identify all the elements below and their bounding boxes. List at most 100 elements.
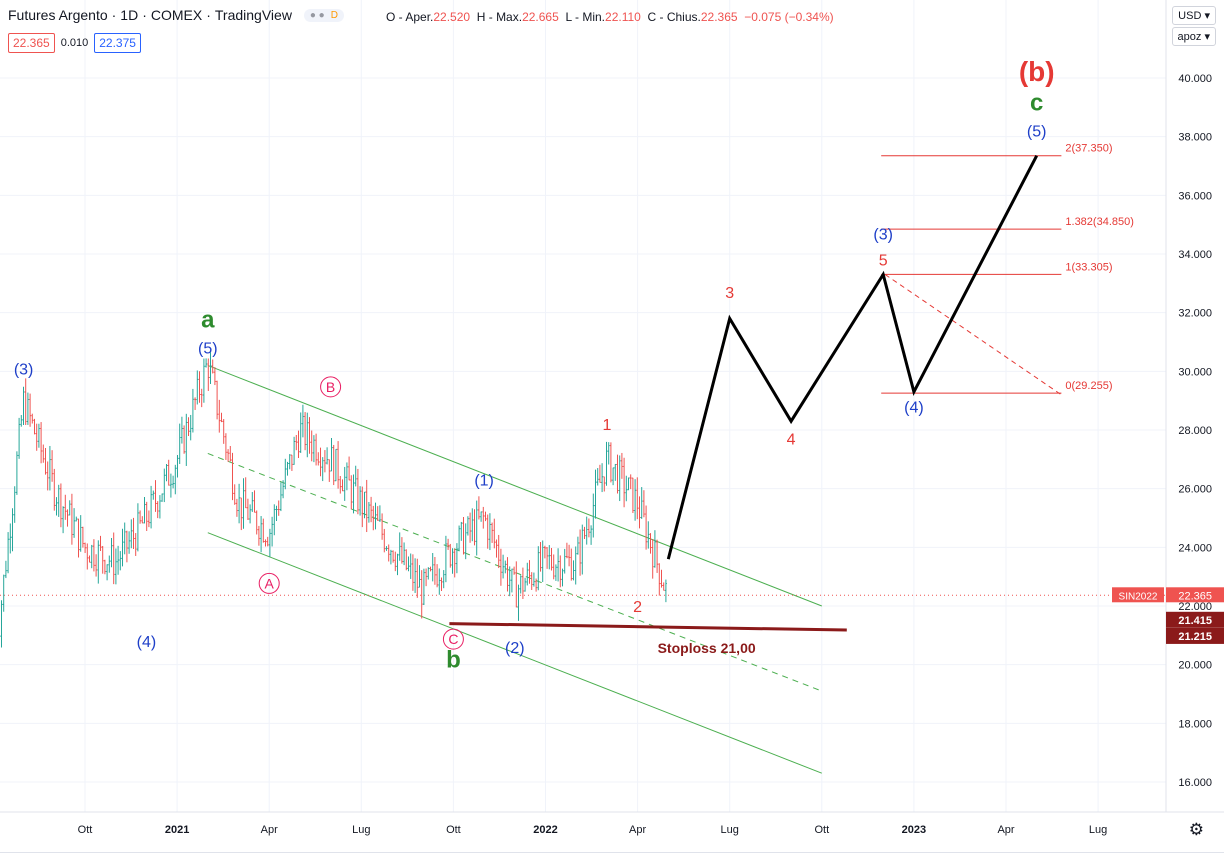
wave-label: (5) [198,341,218,358]
wave-circle [442,628,464,650]
wave-label: 2 [633,599,642,616]
wave-label: b [446,647,461,674]
bid-ask-boxes: 22.365 0.010 22.375 [8,33,141,53]
fib-level-label: 0(29.255) [1065,380,1112,392]
open-value: 22.520 [433,10,471,24]
projected-wave-path [666,155,1039,560]
low-label: L - Min. [565,10,606,24]
y-tick-label: 18.000 [1178,718,1212,730]
x-tick-label: Lug [1089,824,1107,836]
y-tick-label: 30.000 [1178,366,1212,378]
wave-label: (3) [14,361,34,378]
x-tick-label: Apr [629,824,646,836]
chevron-down-icon: ▾ [1204,31,1210,43]
level-tag-1 [1166,627,1224,644]
symbol-name: Futures Argento [8,7,108,23]
grid-lines [0,0,1166,812]
platform-label: TradingView [214,7,292,23]
wave-label: 5 [879,253,888,270]
last-price-tag [1166,587,1224,603]
exchange-label: COMEX [150,7,203,23]
y-tick-label: 24.000 [1178,542,1212,554]
stoploss-line [449,622,847,632]
symbol-legend[interactable]: Futures Argento · 1D · COMEX · TradingView ● ●… [8,7,344,23]
ask-price[interactable]: 22.375 [94,33,141,53]
wave-label: B [326,379,335,395]
wave-label: (b) [1019,56,1055,87]
wave-circle [320,376,342,398]
more-dots-icon: ● ● [309,10,325,21]
level-tag-0 [1166,611,1224,628]
interval-label: 1D [120,7,139,23]
x-tick-label: Ott [446,824,461,836]
y-tick-label: 36.000 [1178,190,1212,202]
wave-label: (1) [474,473,494,490]
scale-mode-label: apoz [1177,31,1202,43]
x-tick-label: 2022 [533,824,557,836]
wave-label: a [201,306,215,333]
trend-channel [0,365,1166,774]
axes: 16.000 18.000 20.000 22.000 24.000 26.000 28.0… [0,0,1224,836]
wave-label: (2) [505,640,525,657]
channel-line-2 [207,532,822,774]
wave-label: (4) [904,399,924,416]
bottom-toolbar [0,852,1224,862]
price-bars [0,352,667,648]
gear-icon[interactable]: ⚙ [1188,820,1204,839]
fib-level-label: 2(37.350) [1065,143,1112,155]
high-value: 22.665 [522,10,559,24]
projected-path-line [666,155,1039,560]
symbol-price-tag [1112,587,1164,603]
fib-level-label: 1(33.305) [1065,261,1112,273]
currency-select[interactable]: USD ▾ [1172,6,1216,25]
channel-line-0 [207,365,822,607]
y-tick-label: 28.000 [1178,425,1212,437]
y-tick-label: 34.000 [1178,249,1212,261]
y-tick-label: 38.000 [1178,132,1212,144]
symbol-tag-label: SIN2022 [1119,591,1158,602]
x-tick-label: Apr [261,824,278,836]
low-value: 22.110 [605,10,641,24]
close-value: 22.365 [700,10,738,24]
fib-level-label: 1.382(34.850) [1065,216,1134,228]
x-tick-label: Ott [814,824,829,836]
y-tick-label: 20.000 [1178,660,1212,672]
x-tick-label: Apr [997,824,1014,836]
y-tick-label: 22.000 [1178,601,1212,613]
fibonacci-extension: 2(37.350) 1.382(34.850) 1(33.305) 0(29.255)… [449,143,1134,656]
wave-label: 4 [787,432,796,449]
level-tag-value: 21.415 [1178,615,1212,627]
bid-price[interactable]: 22.365 [8,33,55,53]
delay-badge-letter: D [330,10,338,21]
x-tick-label: 2021 [165,824,189,836]
x-tick-label: Lug [721,824,739,836]
last-price-value: 22.365 [1178,590,1212,602]
wave-label: (3) [873,226,893,243]
close-label: C - Chius. [647,10,701,24]
wave-label: c [1030,89,1043,116]
high-label: H - Max. [476,10,523,24]
level-tag-value: 21.215 [1178,631,1212,643]
fib-trend-dashed [884,274,1062,396]
stoploss-label: Stoploss 21,00 [658,640,756,656]
y-tick-label: 40.000 [1178,73,1212,85]
open-label: O - Aper. [386,10,434,24]
x-tick-label: Ott [78,824,93,836]
delay-badge[interactable]: ● ● D [303,9,344,22]
y-tick-label: 32.000 [1178,308,1212,320]
wave-label: 1 [602,417,611,434]
x-tick-label: Lug [352,824,370,836]
ohlc-readout: O - Aper.22.520 H - Max.22.665 L - Min.2… [386,10,834,24]
wave-label: A [265,575,275,591]
y-tick-label: 26.000 [1178,484,1212,496]
scale-mode-select[interactable]: apoz ▾ [1171,27,1216,46]
wave-label: C [448,631,458,647]
currency-label: USD [1178,10,1202,22]
spread-value: 0.010 [60,37,89,49]
x-tick-label: 2023 [902,824,926,836]
wave-label: (4) [137,634,157,651]
y-tick-label: 16.000 [1178,777,1212,789]
wave-label: (5) [1027,124,1047,141]
wave-label: 3 [725,285,734,302]
